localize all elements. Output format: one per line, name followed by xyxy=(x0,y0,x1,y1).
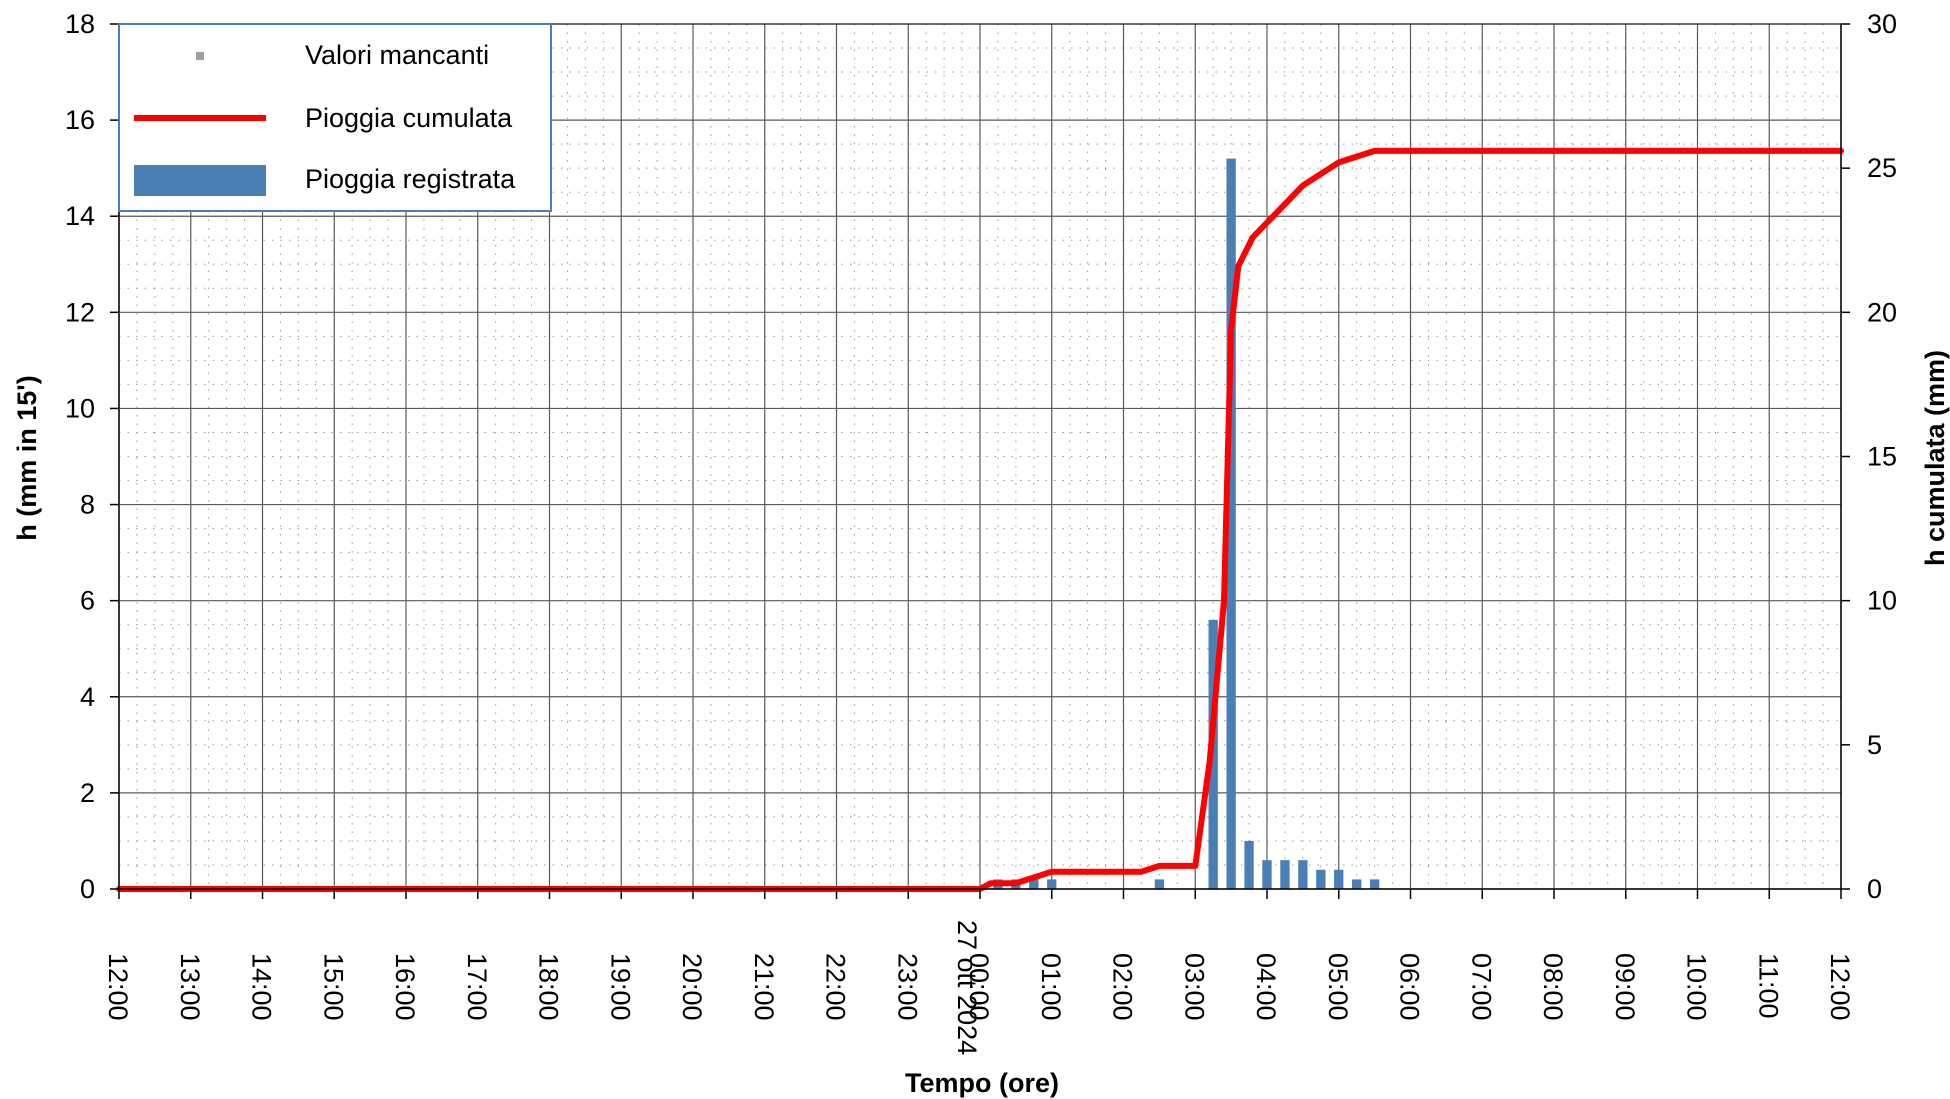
tick-labels: 0 2 4 6 8 10 12 14 16 18 0 5 10 15 20 25 30 12:00 13:00 14:… xyxy=(65,9,1897,1021)
y-left-tick-label: 4 xyxy=(80,682,95,712)
y-left-tick-label: 6 xyxy=(80,586,95,616)
rain-bar xyxy=(1154,879,1165,889)
x-tick-label: 03:00 xyxy=(1179,953,1209,1021)
y-axis-right-title: h cumulata (mm) xyxy=(1920,350,1950,566)
y-left-tick-label: 8 xyxy=(80,490,95,520)
x-axis-title: Tempo (ore) xyxy=(905,1068,1059,1098)
rain-bar xyxy=(1029,879,1039,889)
y-right-tick-label: 0 xyxy=(1867,874,1882,904)
rain-bar xyxy=(1262,860,1272,889)
x-tick-label: 10:00 xyxy=(1682,953,1712,1021)
x-tick-label: 15:00 xyxy=(318,953,348,1021)
x-tick-label: 16:00 xyxy=(390,953,420,1021)
x-tick-label: 07:00 xyxy=(1466,953,1496,1021)
legend-label-recorded: Pioggia registrata xyxy=(305,164,516,194)
y-right-tick-label: 25 xyxy=(1867,153,1897,183)
y-left-tick-label: 10 xyxy=(65,393,95,423)
x-tick-label: 17:00 xyxy=(462,953,492,1021)
y-left-tick-label: 0 xyxy=(80,874,95,904)
y-left-tick-label: 14 xyxy=(65,201,95,231)
x-tick-label: 20:00 xyxy=(677,953,707,1021)
x-tick-label: 18:00 xyxy=(534,953,564,1021)
y-right-tick-label: 15 xyxy=(1867,442,1897,472)
rain-bar xyxy=(1369,879,1380,889)
x-tick-label: 19:00 xyxy=(605,953,635,1021)
x-tick-label: 14:00 xyxy=(247,953,277,1021)
rain-bar xyxy=(1352,879,1362,889)
legend: Valori mancanti Pioggia cumulata Pioggia… xyxy=(118,23,552,212)
x-tick-label: 21:00 xyxy=(749,953,779,1021)
y-left-tick-label: 18 xyxy=(65,9,95,39)
x-tick-label: 22:00 xyxy=(821,953,851,1021)
x-tick-label: 09:00 xyxy=(1610,953,1640,1021)
legend-label-cumulative: Pioggia cumulata xyxy=(305,103,513,133)
legend-recorded-marker xyxy=(134,165,266,196)
x-tick-label: 23:00 xyxy=(892,953,922,1021)
legend-label-missing: Valori mancanti xyxy=(305,40,489,70)
x-tick-label: 11:00 xyxy=(1753,953,1783,1019)
x-tick-label: 12:00 xyxy=(103,953,133,1021)
x-tick-label: 01:00 xyxy=(1036,953,1066,1021)
x-tick-label: 05:00 xyxy=(1323,953,1353,1021)
rain-bar xyxy=(1298,860,1308,889)
rain-bar xyxy=(1280,860,1290,889)
y-right-tick-label: 5 xyxy=(1867,730,1882,760)
cumulative-line xyxy=(116,147,1844,892)
y-left-tick-label: 12 xyxy=(65,297,95,327)
rain-bar xyxy=(1334,869,1344,889)
x-tick-label: 06:00 xyxy=(1395,953,1425,1021)
y-right-tick-label: 30 xyxy=(1867,9,1897,39)
rain-bar xyxy=(1047,879,1057,889)
line-series xyxy=(116,147,1844,892)
y-right-tick-label: 10 xyxy=(1867,586,1897,616)
y-axis-left-title: h (mm in 15') xyxy=(12,375,42,540)
x-tick-label: 13:00 xyxy=(175,953,205,1021)
rain-bar xyxy=(1316,869,1326,889)
rain-bar xyxy=(1244,840,1254,889)
x-tick-label: 12:00 xyxy=(1825,953,1855,1021)
y-left-tick-label: 2 xyxy=(80,778,95,808)
y-left-tick-label: 16 xyxy=(65,105,95,135)
rain-bar xyxy=(1226,158,1236,890)
date-label: 27 ott 2024 xyxy=(952,920,982,1055)
x-tick-label: 04:00 xyxy=(1251,953,1281,1021)
y-right-tick-label: 20 xyxy=(1867,297,1897,327)
x-tick-label: 02:00 xyxy=(1108,953,1138,1021)
x-tick-label: 08:00 xyxy=(1538,953,1568,1021)
x-tick-label: 00:00 xyxy=(964,953,994,1021)
legend-missing-marker xyxy=(196,52,204,60)
